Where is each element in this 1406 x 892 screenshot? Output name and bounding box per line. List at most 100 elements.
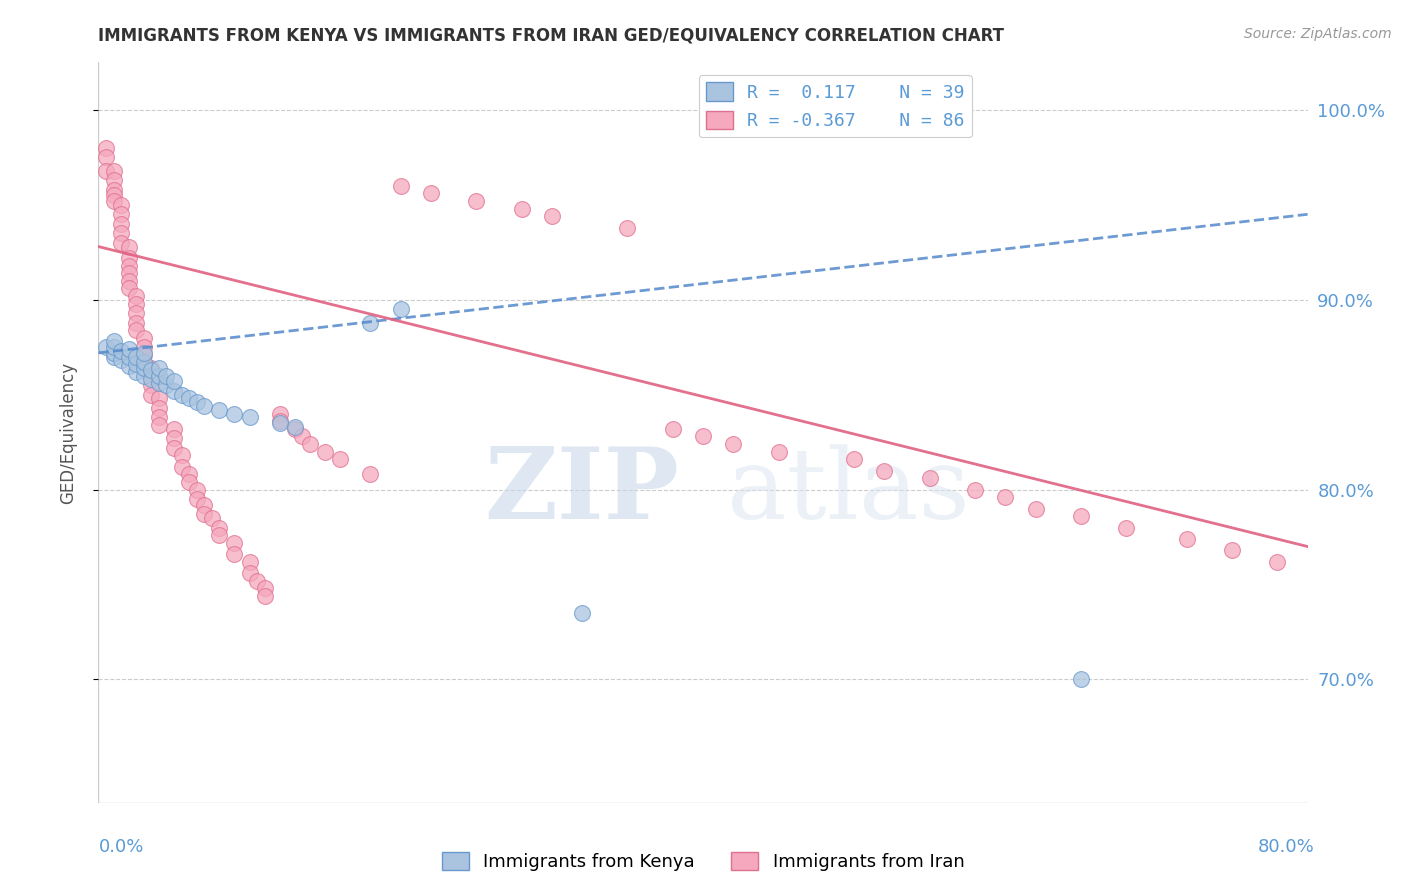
Point [125, 323, 148, 337]
Point [1175, 532, 1198, 546]
Point [132, 346, 155, 360]
Point [179, 392, 201, 406]
Point [768, 444, 790, 458]
Point [201, 511, 224, 525]
Point [208, 528, 231, 542]
Point [103, 163, 125, 178]
Point [246, 574, 269, 588]
Point [110, 207, 132, 221]
Point [132, 340, 155, 354]
Point [616, 220, 638, 235]
Point [118, 266, 141, 280]
Point [291, 429, 314, 443]
Point [239, 555, 262, 569]
Point [132, 355, 155, 369]
Point [269, 414, 291, 428]
Text: 0.0%: 0.0% [98, 838, 143, 856]
Point [110, 198, 132, 212]
Point [193, 508, 215, 522]
Point [163, 431, 186, 445]
Point [148, 417, 170, 432]
Text: ZIP: ZIP [484, 443, 679, 541]
Point [110, 235, 132, 250]
Point [170, 459, 193, 474]
Point [163, 384, 186, 398]
Point [141, 387, 163, 401]
Point [148, 376, 170, 391]
Point [125, 296, 148, 310]
Point [965, 483, 987, 497]
Point [118, 342, 141, 356]
Point [284, 422, 307, 436]
Point [118, 274, 141, 288]
Point [186, 483, 208, 497]
Point [132, 331, 155, 345]
Point [540, 209, 562, 223]
Point [94, 141, 117, 155]
Point [94, 163, 117, 178]
Point [125, 357, 148, 371]
Point [329, 452, 352, 467]
Point [125, 350, 148, 364]
Point [179, 467, 201, 482]
Point [465, 194, 488, 208]
Point [269, 416, 291, 430]
Legend: R =  0.117    N = 39, R = -0.367    N = 86: R = 0.117 N = 39, R = -0.367 N = 86 [699, 75, 972, 137]
Point [141, 361, 163, 376]
Point [148, 361, 170, 376]
Point [253, 582, 276, 596]
Point [148, 401, 170, 415]
Point [103, 183, 125, 197]
Point [844, 452, 866, 467]
Point [163, 422, 186, 436]
Point [103, 194, 125, 208]
Point [1115, 520, 1137, 534]
Text: IMMIGRANTS FROM KENYA VS IMMIGRANTS FROM IRAN GED/EQUIVALENCY CORRELATION CHART: IMMIGRANTS FROM KENYA VS IMMIGRANTS FROM… [98, 27, 1004, 45]
Y-axis label: GED/Equivalency: GED/Equivalency [59, 361, 77, 504]
Point [103, 188, 125, 202]
Point [1070, 673, 1092, 687]
Legend: Immigrants from Kenya, Immigrants from Iran: Immigrants from Kenya, Immigrants from I… [434, 845, 972, 879]
Point [118, 281, 141, 295]
Point [253, 589, 276, 603]
Point [571, 606, 593, 620]
Point [148, 410, 170, 425]
Point [239, 410, 262, 425]
Point [110, 353, 132, 368]
Point [170, 387, 193, 401]
Point [186, 395, 208, 409]
Point [510, 202, 533, 216]
Point [148, 392, 170, 406]
Point [132, 348, 155, 362]
Point [118, 259, 141, 273]
Point [141, 372, 163, 386]
Point [118, 350, 141, 364]
Point [155, 378, 177, 392]
Point [193, 498, 215, 512]
Point [1220, 543, 1243, 558]
Point [110, 343, 132, 358]
Point [918, 471, 941, 485]
Text: 80.0%: 80.0% [1258, 838, 1315, 856]
Point [994, 490, 1017, 504]
Point [314, 444, 336, 458]
Point [110, 217, 132, 231]
Point [141, 378, 163, 392]
Point [125, 365, 148, 379]
Point [186, 491, 208, 506]
Point [224, 547, 246, 561]
Point [1267, 555, 1289, 569]
Point [125, 306, 148, 320]
Point [148, 368, 170, 383]
Point [132, 361, 155, 376]
Point [118, 239, 141, 253]
Point [873, 464, 896, 478]
Point [103, 334, 125, 349]
Point [239, 566, 262, 580]
Text: atlas: atlas [727, 444, 970, 540]
Point [94, 340, 117, 354]
Point [299, 437, 322, 451]
Point [141, 368, 163, 383]
Point [94, 150, 117, 164]
Point [163, 441, 186, 455]
